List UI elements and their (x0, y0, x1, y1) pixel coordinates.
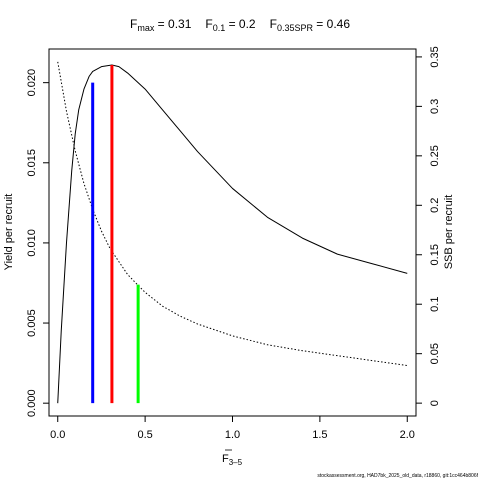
title-subscript: max (137, 23, 155, 33)
y-axis-right: 0 0.05 0.1 0.15 0.2 0.25 0.3 0.35 (415, 46, 441, 406)
x-tick-label: 1.0 (225, 429, 240, 441)
x-tick-label: 1.5 (312, 429, 327, 441)
y-left-tick-label: 0.015 (26, 149, 38, 177)
x-axis-title-base: F (222, 453, 229, 465)
credit-text: stockassessment.org, HAD7bk_2025_old_dat… (317, 473, 478, 479)
y-right-tick-label: 0.2 (429, 198, 441, 213)
series-group (57, 61, 408, 404)
y-left-axis-title: Yield per recruit (3, 194, 15, 271)
y-left-tick-label: 0.010 (26, 229, 38, 257)
y-right-tick-label: 0.15 (429, 244, 441, 265)
y-right-axis-title: SSB per recruit (443, 195, 455, 270)
y-right-tick-label: 0.05 (429, 343, 441, 364)
x-tick-label: 0.5 (137, 429, 152, 441)
y-right-tick-label: 0.35 (429, 46, 441, 67)
title-value: = 0.2 (225, 17, 256, 31)
y-left-tick-label: 0.020 (26, 69, 38, 97)
x-axis: 0.0 0.5 1.0 1.5 2.0 (50, 415, 415, 441)
title-value: = 0.31 (154, 17, 191, 31)
title-label: F (270, 17, 277, 31)
yield-per-recruit-line (57, 64, 408, 404)
x-axis-title: F3–5 (222, 453, 243, 467)
y-right-tick-label: 0.1 (429, 297, 441, 312)
title-subscript: 0.35SPR (277, 23, 314, 33)
y-left-tick-label: 0.005 (26, 309, 38, 337)
x-axis-title-sub: 3–5 (229, 458, 243, 467)
ssb-per-recruit-line (57, 61, 408, 367)
y-right-tick-label: 0.25 (429, 145, 441, 166)
plot-box (48, 48, 417, 417)
reference-lines (91, 65, 140, 404)
y-left-tick-label: 0.000 (26, 389, 38, 417)
chart-title: Fmax = 0.31 F0.1 = 0.2 F0.35SPR = 0.46 (130, 17, 350, 33)
y-axis-left: 0.000 0.005 0.010 0.015 0.020 (26, 69, 50, 417)
title-label: F (130, 17, 137, 31)
title-label: F (205, 17, 212, 31)
y-right-tick-label: 0 (429, 400, 441, 406)
chart-title-text: Fmax = 0.31 F0.1 = 0.2 F0.35SPR = 0.46 (130, 17, 350, 33)
y-right-tick-label: 0.3 (429, 99, 441, 114)
x-tick-label: 2.0 (400, 429, 415, 441)
x-tick-label: 0.0 (50, 429, 65, 441)
title-subscript: 0.1 (213, 23, 226, 33)
title-value: = 0.46 (313, 17, 350, 31)
